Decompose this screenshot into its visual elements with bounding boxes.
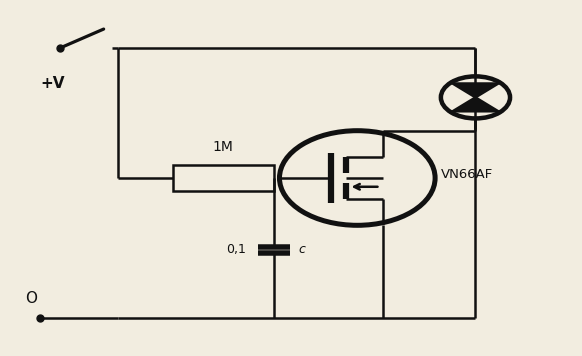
Text: 0,1: 0,1 [226, 244, 246, 256]
Text: 1M: 1M [213, 140, 234, 155]
Polygon shape [450, 82, 501, 98]
Polygon shape [450, 98, 501, 112]
Bar [173, 165, 274, 191]
Text: +V: +V [40, 76, 65, 91]
Text: VN66AF: VN66AF [441, 168, 493, 181]
Text: O: O [26, 291, 38, 306]
Text: c: c [298, 244, 305, 256]
